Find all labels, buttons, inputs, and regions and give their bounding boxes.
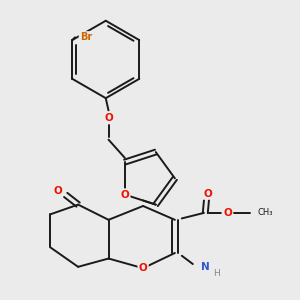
Text: Br: Br — [80, 32, 92, 42]
Text: H: H — [213, 269, 220, 278]
Text: O: O — [104, 112, 113, 122]
Text: O: O — [53, 186, 62, 196]
Text: CH₃: CH₃ — [258, 208, 273, 217]
Text: N: N — [201, 262, 210, 272]
Text: O: O — [204, 188, 212, 199]
Text: O: O — [223, 208, 232, 218]
Text: O: O — [139, 263, 148, 273]
Text: O: O — [121, 190, 129, 200]
